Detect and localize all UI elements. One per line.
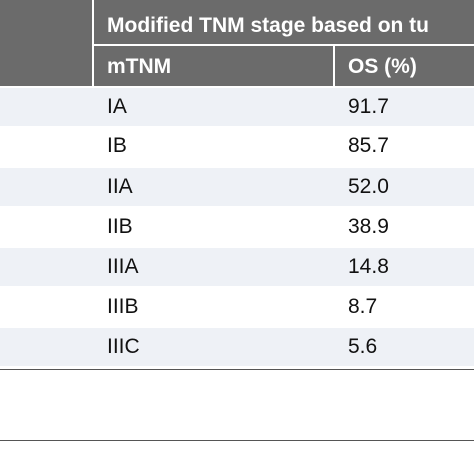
stage-cell: IIA bbox=[107, 175, 133, 198]
stage-cell: IIIC bbox=[107, 335, 140, 358]
column-header-mtnm: mTNM bbox=[107, 55, 172, 78]
table-row: IIIC 5.6 bbox=[0, 328, 474, 366]
os-cell: 5.6 bbox=[348, 335, 378, 358]
table-row: IB 85.7 bbox=[0, 127, 474, 165]
stage-cell: IIIB bbox=[107, 295, 139, 318]
os-cell: 14.8 bbox=[348, 255, 389, 278]
stage-cell: IB bbox=[107, 134, 127, 157]
table-row: IIA 52.0 bbox=[0, 168, 474, 206]
table-row: IIB 38.9 bbox=[0, 208, 474, 246]
page-bottom-rule bbox=[0, 440, 474, 441]
stage-cell: IIIA bbox=[107, 255, 139, 278]
column-header-os: OS (%) bbox=[348, 55, 417, 78]
table-title: Modified TNM stage based on tu bbox=[107, 14, 430, 37]
header-divider bbox=[92, 44, 474, 46]
stage-cell: IIB bbox=[107, 215, 133, 238]
os-cell: 8.7 bbox=[348, 295, 378, 318]
table-row: IIIA 14.8 bbox=[0, 248, 474, 286]
header-divider bbox=[92, 0, 94, 86]
os-cell: 85.7 bbox=[348, 134, 389, 157]
table-row: IA 91.7 bbox=[0, 88, 474, 126]
os-cell: 91.7 bbox=[348, 95, 389, 118]
header-divider bbox=[333, 46, 335, 86]
stage-cell: IA bbox=[107, 95, 127, 118]
table-header bbox=[0, 0, 474, 86]
os-cell: 52.0 bbox=[348, 175, 389, 198]
table-row: IIIB 8.7 bbox=[0, 288, 474, 326]
os-cell: 38.9 bbox=[348, 215, 389, 238]
table-bottom-rule bbox=[0, 369, 474, 370]
